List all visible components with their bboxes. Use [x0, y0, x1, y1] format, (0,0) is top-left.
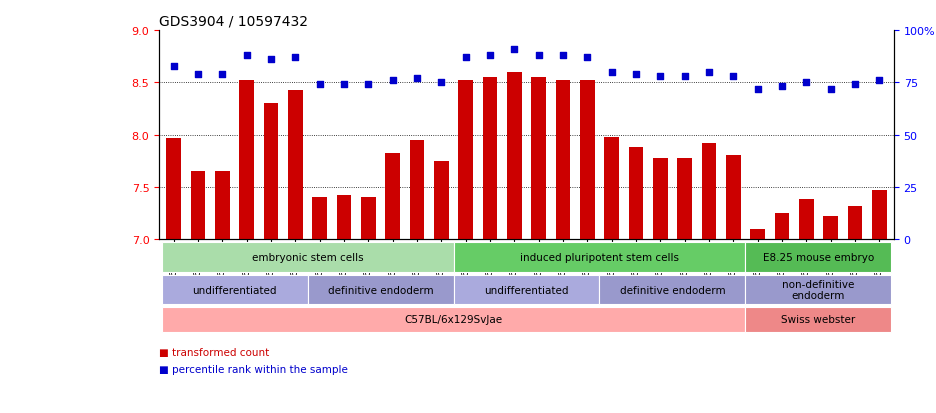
Text: ■ percentile rank within the sample: ■ percentile rank within the sample	[159, 364, 348, 374]
Bar	[799, 200, 813, 240]
Text: definitive endoderm: definitive endoderm	[328, 285, 433, 295]
Point	[434, 80, 449, 86]
Text: embryonic stem cells: embryonic stem cells	[252, 253, 363, 263]
Bar	[605, 138, 619, 240]
Point	[386, 78, 401, 84]
Bar	[162, 243, 454, 273]
Bar	[167, 138, 181, 240]
Bar	[313, 198, 327, 240]
Text: undifferentiated: undifferentiated	[484, 285, 569, 295]
Bar	[751, 229, 765, 240]
Bar	[264, 104, 278, 240]
Point	[579, 55, 594, 62]
Text: Swiss webster: Swiss webster	[782, 314, 856, 325]
Text: E8.25 mouse embryo: E8.25 mouse embryo	[763, 253, 874, 263]
Point	[483, 53, 498, 59]
Bar	[848, 206, 862, 240]
Bar	[162, 307, 745, 332]
Point	[313, 82, 328, 88]
Point	[823, 86, 838, 93]
Point	[871, 78, 886, 84]
Bar	[872, 190, 886, 240]
Point	[240, 53, 255, 59]
Bar	[337, 196, 351, 240]
Bar	[702, 144, 716, 240]
Point	[774, 84, 789, 90]
Bar	[824, 216, 838, 240]
Bar	[459, 81, 473, 240]
Point	[701, 69, 716, 76]
Text: GDS3904 / 10597432: GDS3904 / 10597432	[159, 14, 308, 28]
Point	[167, 63, 182, 70]
Point	[604, 69, 619, 76]
Bar	[361, 198, 375, 240]
Point	[337, 82, 352, 88]
Point	[459, 55, 474, 62]
Point	[677, 74, 692, 80]
Bar	[162, 275, 308, 305]
Bar	[191, 172, 205, 240]
Point	[264, 57, 279, 64]
Point	[531, 53, 546, 59]
Bar	[434, 161, 448, 240]
Bar	[507, 73, 521, 240]
Bar	[215, 172, 229, 240]
Point	[652, 74, 667, 80]
Point	[410, 76, 425, 82]
Bar	[288, 90, 302, 240]
Bar	[599, 275, 745, 305]
Text: ■ transformed count: ■ transformed count	[159, 347, 270, 357]
Point	[555, 53, 570, 59]
Text: induced pluripotent stem cells: induced pluripotent stem cells	[520, 253, 679, 263]
Bar	[629, 148, 643, 240]
Text: C57BL/6x129SvJae: C57BL/6x129SvJae	[404, 314, 503, 325]
Point	[628, 71, 643, 78]
Point	[191, 71, 206, 78]
Bar	[726, 156, 740, 240]
Bar	[454, 243, 745, 273]
Point	[361, 82, 376, 88]
Point	[507, 46, 522, 53]
Bar	[308, 275, 454, 305]
Point	[215, 71, 230, 78]
Bar	[745, 275, 891, 305]
Bar	[240, 81, 254, 240]
Text: undifferentiated: undifferentiated	[192, 285, 277, 295]
Text: definitive endoderm: definitive endoderm	[620, 285, 725, 295]
Bar	[556, 81, 570, 240]
Text: non-definitive
endoderm: non-definitive endoderm	[782, 279, 855, 301]
Bar	[745, 307, 891, 332]
Bar	[745, 243, 891, 273]
Bar	[678, 158, 692, 240]
Bar	[410, 140, 424, 240]
Point	[847, 82, 862, 88]
Bar	[386, 154, 400, 240]
Point	[798, 80, 813, 86]
Bar	[775, 214, 789, 240]
Bar	[454, 275, 599, 305]
Point	[725, 74, 740, 80]
Bar	[580, 81, 594, 240]
Point	[750, 86, 765, 93]
Point	[288, 55, 303, 62]
Bar	[483, 78, 497, 240]
Bar	[653, 158, 667, 240]
Bar	[532, 78, 546, 240]
